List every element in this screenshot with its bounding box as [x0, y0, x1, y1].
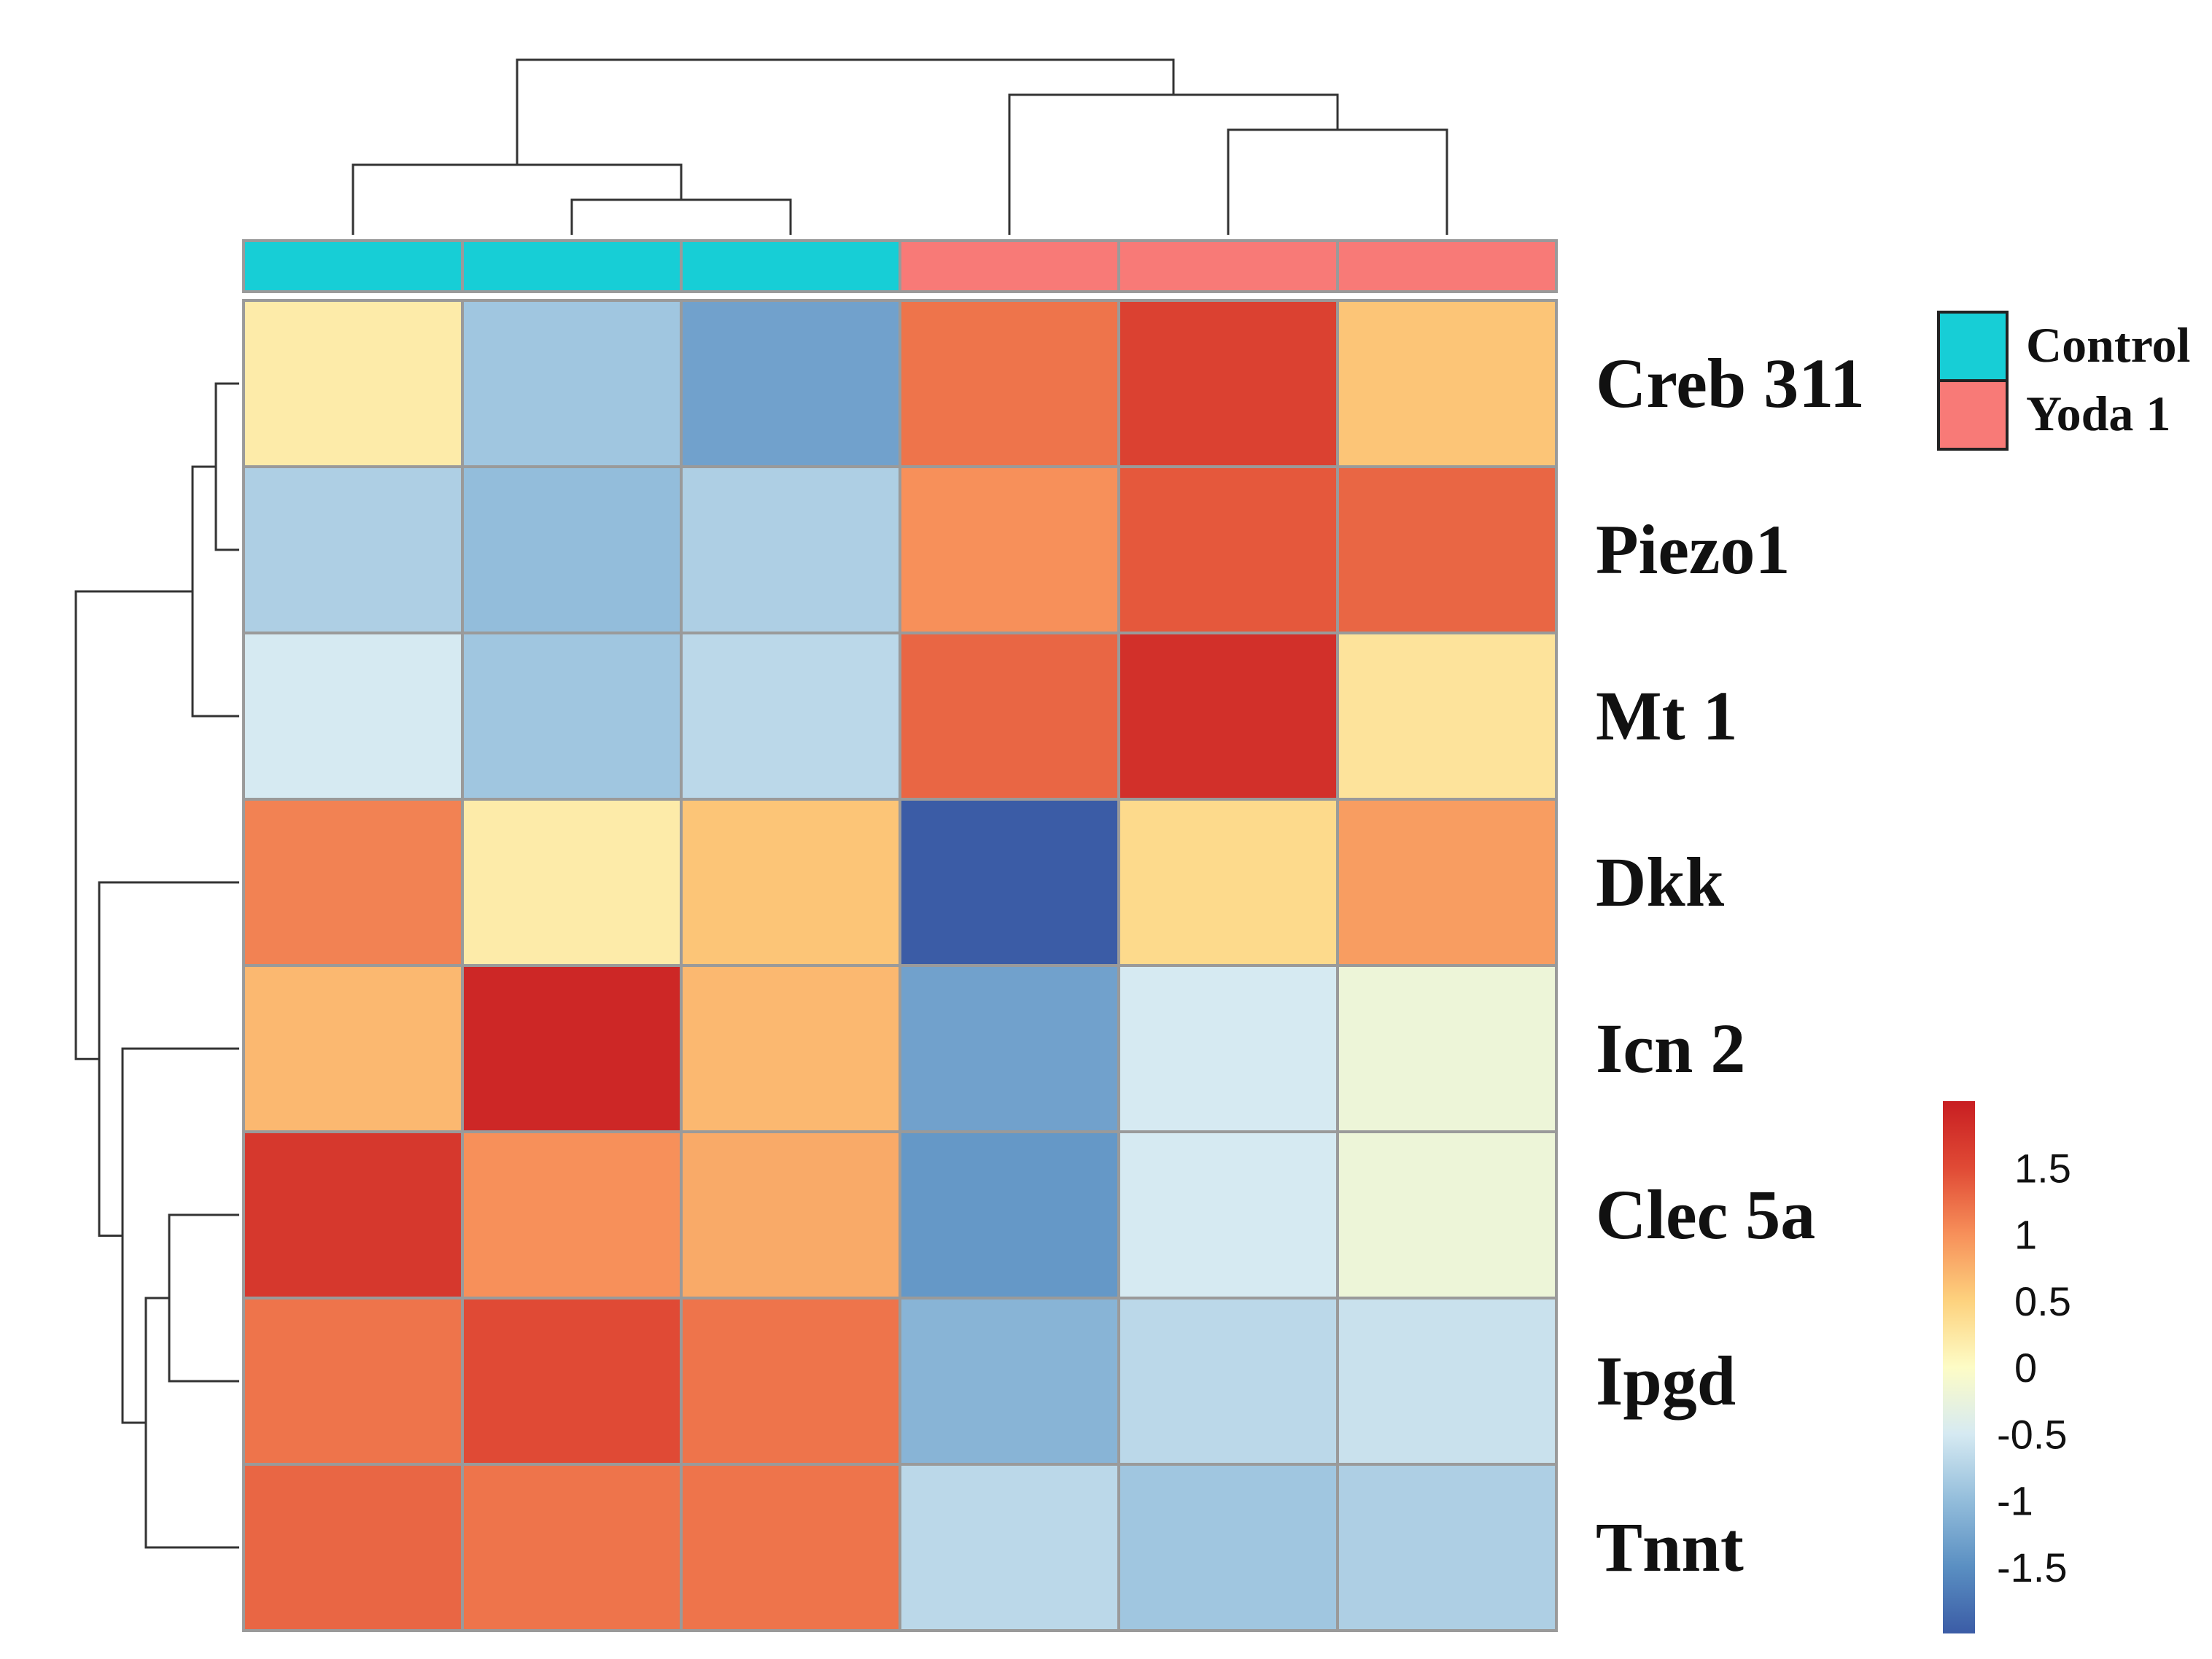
- heatmap-cell: [1336, 798, 1558, 967]
- group-annotation-cell: [242, 239, 464, 293]
- group-legend: Control Yoda 1: [1937, 311, 2190, 451]
- row-label: Creb 311: [1596, 344, 1865, 422]
- row-dendrogram: [74, 382, 239, 1549]
- legend-swatch: [1937, 311, 2009, 382]
- heatmap-cell: [1117, 964, 1339, 1133]
- row-label: Ipgd: [1596, 1342, 1736, 1420]
- heatmap-cells: [242, 299, 1558, 1632]
- heatmap-cell: [680, 299, 901, 468]
- heatmap-cell: [899, 1297, 1120, 1466]
- heatmap-cell: [680, 632, 901, 801]
- colorbar-tick-label: 1: [2014, 1212, 2037, 1258]
- heatmap-cell: [1336, 1130, 1558, 1299]
- heatmap-cell: [899, 632, 1120, 801]
- row-label: Piezo1: [1596, 510, 1790, 588]
- heatmap-cell: [242, 798, 464, 967]
- dendrogram-branch: [144, 1297, 239, 1549]
- heatmap-cell: [899, 465, 1120, 634]
- dendrogram-branch: [516, 58, 1175, 165]
- heatmap-cell: [461, 299, 683, 468]
- colorbar-tick-label: 1.5: [2014, 1145, 2071, 1191]
- heatmap-cell: [1117, 1297, 1339, 1466]
- heatmap-cell: [899, 798, 1120, 967]
- dendrogram-branch: [570, 198, 792, 235]
- heatmap-cell: [461, 1463, 683, 1632]
- group-annotation-cell: [461, 239, 683, 293]
- heatmap-cell: [1336, 299, 1558, 468]
- colorbar-tick-label: 0: [2014, 1345, 2037, 1391]
- heatmap-cell: [461, 465, 683, 634]
- heatmap-cell: [1117, 632, 1339, 801]
- heatmap-cell: [680, 964, 901, 1133]
- legend-label: Control: [2026, 317, 2190, 373]
- heatmap-cell: [680, 465, 901, 634]
- group-annotation-cell: [899, 239, 1120, 293]
- heatmap-cell: [242, 632, 464, 801]
- heatmap-cell: [1117, 299, 1339, 468]
- heatmap-cell: [461, 632, 683, 801]
- heatmap-cell: [461, 1130, 683, 1299]
- row-label: Tnnt: [1596, 1508, 1744, 1586]
- dendrogram-branch: [98, 881, 239, 1237]
- dendrogram-branch: [1227, 128, 1448, 235]
- heatmap-cell: [899, 1463, 1120, 1632]
- colorbar-tick-label: 0.5: [2014, 1278, 2071, 1324]
- row-label: Mt 1: [1596, 677, 1738, 755]
- heatmap-cell: [899, 964, 1120, 1133]
- legend-label: Yoda 1: [2026, 386, 2170, 441]
- heatmap-cell: [680, 1463, 901, 1632]
- group-annotation-bar: [242, 239, 1558, 293]
- group-annotation-cell: [680, 239, 901, 293]
- heatmap-cell: [461, 964, 683, 1133]
- row-label: Icn 2: [1596, 1009, 1745, 1087]
- colorbar-tick-label: -0.5: [1997, 1411, 2068, 1457]
- colorbar-tick-label: -1: [1997, 1478, 2033, 1524]
- heatmap-cell: [899, 299, 1120, 468]
- heatmap-cell: [1117, 465, 1339, 634]
- row-label: Clec 5a: [1596, 1176, 1815, 1254]
- heatmap-cell: [1117, 1463, 1339, 1632]
- group-annotation-cell: [1117, 239, 1339, 293]
- row-labels: Creb 311 Piezo1 Mt 1 Dkk Icn 2 Clec 5a Ipgd Tnn…: [1596, 344, 1865, 1586]
- column-dendrogram: [352, 58, 1448, 235]
- group-annotation-cell: [1336, 239, 1558, 293]
- heatmap-cell: [242, 465, 464, 634]
- heatmap-cell: [1117, 798, 1339, 967]
- heatmap-cell: [1336, 632, 1558, 801]
- heatmap-cell: [1117, 1130, 1339, 1299]
- dendrogram-branch: [214, 382, 239, 551]
- heatmap-cell: [1336, 465, 1558, 634]
- colorbar-gradient: [1943, 1101, 1975, 1633]
- heatmap-cell: [242, 299, 464, 468]
- heatmap-cell: [461, 1297, 683, 1466]
- heatmap-cell: [680, 1297, 901, 1466]
- heatmap-cell: [1336, 964, 1558, 1133]
- heatmap-cell: [680, 798, 901, 967]
- row-label: Dkk: [1596, 843, 1725, 921]
- heatmap-cell: [1336, 1463, 1558, 1632]
- dendrogram-branch: [168, 1213, 239, 1383]
- heatmap-cell: [1336, 1297, 1558, 1466]
- colorbar-tick-label: -1.5: [1997, 1545, 2068, 1590]
- heatmap-cell: [461, 798, 683, 967]
- dendrogram-branch: [121, 1047, 239, 1424]
- heatmap-cell: [242, 964, 464, 1133]
- dendrogram-branch: [74, 590, 193, 1060]
- heatmap-cell: [899, 1130, 1120, 1299]
- color-scale-bar: 1.5 1 0.5 0 -0.5 -1 -1.5: [1943, 1101, 2071, 1633]
- heatmap-cell: [242, 1130, 464, 1299]
- heatmap-cell: [242, 1463, 464, 1632]
- heatmap-cell: [242, 1297, 464, 1466]
- legend-swatch: [1937, 379, 2009, 451]
- heatmap-cell: [680, 1130, 901, 1299]
- dendrogram-branch: [1008, 93, 1339, 235]
